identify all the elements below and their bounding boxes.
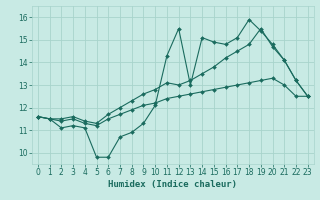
X-axis label: Humidex (Indice chaleur): Humidex (Indice chaleur) bbox=[108, 180, 237, 189]
